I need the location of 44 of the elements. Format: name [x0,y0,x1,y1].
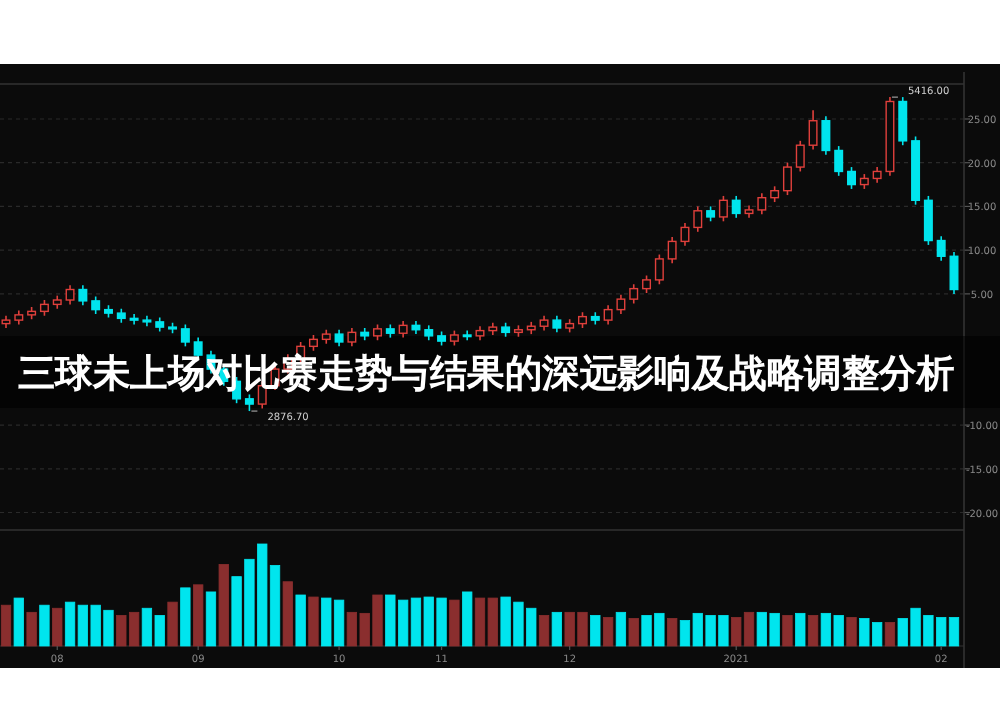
bar [449,599,460,647]
bar [795,612,806,647]
bar [628,618,639,647]
candlestick [78,284,88,307]
bar [218,564,229,647]
bar [807,615,819,647]
candlestick [923,195,933,246]
bar [282,581,293,647]
bar [26,611,37,647]
bar [884,622,896,647]
bar [0,604,12,647]
bar [167,601,178,647]
bar [39,604,50,647]
candlestick [629,283,639,305]
bar [13,597,24,647]
candlestick [731,195,741,219]
bar [52,607,63,647]
bar [180,587,191,647]
bar [615,611,627,647]
bar [462,591,473,647]
candlestick [782,161,792,196]
candlestick [180,323,190,348]
candlestick [65,284,75,306]
bar [602,617,614,647]
candlestick [808,109,818,151]
candlestick [718,195,728,223]
candlestick [847,166,857,190]
bar [551,611,562,647]
bar [590,615,601,647]
candlestick [936,235,946,262]
candlestick [654,253,664,286]
candlestick [821,115,831,156]
candlestick [347,327,357,348]
bar [295,594,306,647]
bar [667,618,678,647]
bar [205,591,217,647]
bar [538,615,550,647]
bar [193,584,204,647]
bar [308,596,319,647]
candlestick [795,140,805,173]
candlestick [693,205,703,233]
bar [846,617,857,647]
bar [782,615,793,647]
candlestick [834,145,844,177]
